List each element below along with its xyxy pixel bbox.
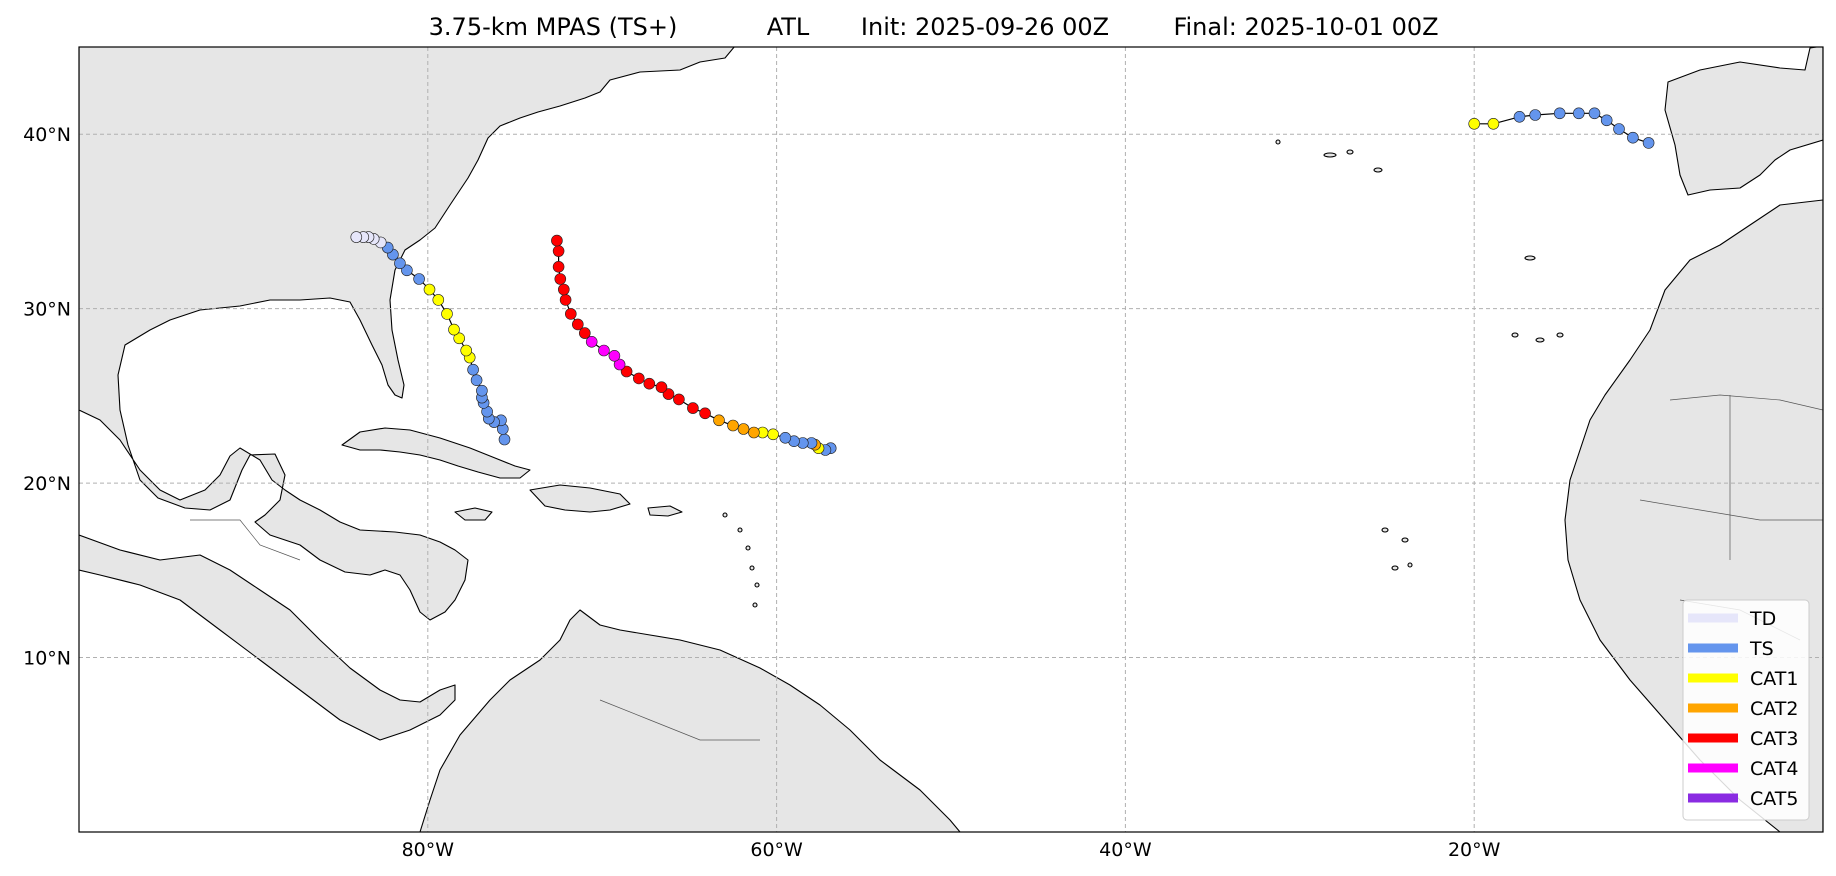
track-point-ts (1600, 114, 1613, 127)
track-point-ts (498, 433, 511, 446)
legend-label-cat1: CAT1 (1750, 668, 1798, 690)
track-point-cat3 (643, 377, 656, 390)
land-south-america (419, 609, 961, 832)
land-atlantic-islands (1275, 139, 1564, 571)
title-basin: ATL (767, 13, 810, 41)
land-cuba (341, 427, 531, 479)
land-north-america (79, 47, 735, 621)
lon-tick-label: 40°W (1099, 839, 1152, 861)
legend-label-cat2: CAT2 (1750, 698, 1798, 720)
gridlines (79, 47, 1823, 832)
track-point-cat3 (559, 294, 572, 306)
legend-label-cat4: CAT4 (1750, 758, 1798, 780)
track-point-ts (467, 363, 479, 376)
axis-tick-labels: 80°W 60°W 40°W 20°W 40°N 30°N 20°N 10°N (23, 124, 1501, 861)
track-point-cat3 (687, 402, 699, 414)
track-point-ts (1627, 131, 1639, 144)
lon-tick-label: 60°W (750, 839, 803, 861)
track-point-cat2 (713, 414, 725, 427)
storm-track (1468, 107, 1655, 149)
track-point-ts (1642, 137, 1655, 149)
track-point-cat1 (448, 323, 460, 336)
track-point-cat4 (598, 344, 610, 357)
track-point-cat4 (608, 349, 621, 362)
storm-track (551, 234, 837, 456)
lon-tick-label: 20°W (1448, 839, 1501, 861)
track-point-cat3 (554, 273, 567, 285)
track-point-ts (1588, 107, 1601, 120)
track-point-cat1 (1468, 118, 1480, 130)
legend-label-cat5: CAT5 (1750, 788, 1798, 810)
track-point-cat2 (727, 419, 739, 432)
track-point-cat2 (737, 423, 750, 435)
track-point-cat4 (585, 335, 598, 348)
track-point-cat3 (552, 260, 565, 273)
track-point-td (350, 231, 363, 243)
lat-tick-label: 10°N (23, 648, 71, 670)
legend-label-td: TD (1749, 608, 1776, 630)
track-point-cat4 (613, 358, 626, 371)
track-point-cat1 (432, 294, 445, 306)
track-point-ts (1529, 109, 1541, 121)
track-point-cat1 (460, 344, 473, 357)
track-point-ts (476, 384, 488, 397)
track-point-cat1 (453, 332, 466, 345)
track-point-cat3 (552, 245, 565, 257)
track-point-cat3 (551, 234, 563, 247)
lat-tick-label: 30°N (23, 299, 71, 321)
track-point-ts (1573, 107, 1585, 120)
legend-items: TD TS CAT1 CAT2 CAT3 CAT4 CAT5 (1688, 608, 1798, 810)
track-point-cat3 (578, 327, 591, 339)
map-title: 3.75-km MPAS (TS+) ATL Init: 2025-09-26 … (429, 13, 1439, 41)
track-point-cat1 (1487, 118, 1500, 130)
track-point-cat3 (632, 372, 645, 385)
track-point-cat3 (655, 381, 668, 394)
track-point-ts (1513, 111, 1526, 123)
legend-label-cat3: CAT3 (1750, 728, 1798, 750)
track-point-ts (394, 257, 406, 270)
track-point-cat3 (557, 283, 570, 296)
track-point-cat1 (423, 283, 436, 296)
lat-tick-label: 20°N (23, 473, 71, 495)
legend-label-ts: TS (1749, 638, 1774, 660)
title-final: Final: 2025-10-01 00Z (1173, 13, 1438, 41)
track-point-ts (401, 264, 413, 277)
plot-frame (78, 46, 1824, 833)
title-model: 3.75-km MPAS (TS+) (429, 13, 678, 41)
lon-tick-label: 80°W (402, 839, 455, 861)
track-point-cat1 (767, 428, 779, 441)
track-point-cat1 (441, 308, 453, 320)
track-point-cat3 (699, 407, 711, 420)
storm-tracks (350, 107, 1655, 456)
land-lesser-antilles (722, 512, 760, 608)
land-jamaica (454, 507, 493, 521)
track-point-ts (413, 273, 425, 285)
lat-tick-label: 40°N (23, 124, 71, 146)
track-point-cat3 (564, 308, 577, 320)
track-point-ts (779, 431, 792, 444)
track-point-ts (1553, 107, 1566, 120)
track-point-cat3 (673, 393, 685, 406)
track-point-cat3 (662, 388, 675, 400)
legend: TD TS CAT1 CAT2 CAT3 CAT4 CAT5 (1682, 599, 1810, 821)
track-point-ts (1613, 123, 1625, 135)
land-puerto-rico (647, 505, 683, 517)
storm-track (350, 231, 511, 446)
land-central-america (79, 534, 456, 741)
track-point-cat3 (571, 318, 584, 331)
land-europe (1664, 47, 1823, 196)
track-point-cat2 (748, 426, 760, 439)
track-point-ts (470, 374, 483, 387)
title-init: Init: 2025-09-26 00Z (861, 13, 1109, 41)
land-hispaniola (529, 484, 631, 513)
track-point-cat3 (620, 365, 633, 378)
